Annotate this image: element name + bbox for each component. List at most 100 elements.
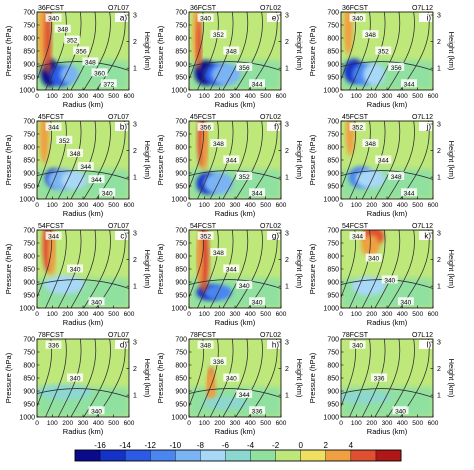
colorbar-frame [74, 449, 402, 462]
y-axis-title: Pressure (hPa) [156, 134, 165, 185]
contour-line [235, 121, 263, 199]
x-tick-label: 400 [93, 311, 104, 318]
contour-label: 340 [249, 297, 266, 306]
panel-field: 340 336 340 [341, 339, 433, 417]
colorbar-tick-label: -12 [144, 441, 156, 450]
contour-label-text: 336 [213, 359, 224, 366]
x-axis-title: Radius (km) [367, 427, 408, 436]
contour-label: 336 [45, 340, 62, 350]
field-blob [341, 391, 392, 404]
panel-experiment: O7L02 [260, 223, 281, 230]
y-tick-label: 1000 [171, 197, 187, 204]
x-tick-label: 100 [199, 93, 210, 100]
colorbar-swatch [150, 449, 176, 462]
colorbar-swatch [175, 449, 201, 462]
contour-line [70, 121, 97, 199]
height-tick-label: 2 [133, 366, 137, 373]
x-tick-label: 500 [108, 202, 119, 209]
contour-label-bg [236, 280, 253, 289]
y-tick-label: 900 [23, 389, 35, 396]
x-tick-label: 500 [412, 93, 423, 100]
x-tick-label: 0 [339, 311, 343, 318]
x-tick-label: 500 [260, 202, 271, 209]
contour-label: 344 [223, 264, 240, 274]
y-tick-label: 800 [175, 254, 187, 261]
panel-label-bg [267, 122, 280, 131]
y-tick-label: 900 [175, 280, 187, 287]
panel-label-text: i) [427, 14, 432, 23]
contour-label-bg [362, 30, 379, 39]
y-tick-label: 700 [23, 119, 35, 126]
y-axis-title: Pressure (hPa) [4, 25, 13, 76]
y-tick-label: 950 [175, 75, 187, 82]
x-tick-label: 200 [214, 420, 225, 427]
contour-label-bg [67, 148, 84, 157]
height-tick-label: 1 [133, 284, 137, 291]
x-tick-label: 100 [47, 93, 58, 100]
contour-label: 344 [401, 79, 418, 88]
panel-f: 356 348 344 352 344 45FCST O7L02 f) 700 750 800 850… [156, 114, 304, 218]
panel-experiment: O7L02 [260, 332, 281, 339]
panel-label: j) [419, 122, 432, 132]
y-tick-label: 900 [23, 62, 35, 69]
x-tick-label: 0 [35, 311, 39, 318]
panel-time: 54FCST [190, 223, 217, 230]
x-tick-label: 200 [366, 93, 377, 100]
contour-line [83, 121, 111, 199]
contour-label: 352 [210, 30, 227, 39]
panel-time: 45FCST [190, 114, 217, 121]
colorbar-tick-label: -2 [272, 441, 280, 450]
contour-line [70, 230, 97, 308]
panel-label: d) [115, 340, 128, 350]
contour-label: 344 [88, 175, 105, 184]
panel-label-text: j) [426, 123, 432, 132]
height-tick-label: 1 [133, 393, 137, 400]
panel-label-bg [419, 13, 432, 22]
height-axis-title: Height (km) [143, 141, 152, 180]
panel-experiment: O7L07 [108, 5, 129, 12]
height-tick-label: 1 [133, 175, 137, 182]
contour-label: 344 [401, 188, 418, 197]
y-tick-label: 950 [175, 402, 187, 409]
height-axis-title: Height (km) [295, 250, 304, 289]
contour-line [189, 61, 281, 71]
y-tick-label: 850 [327, 267, 339, 274]
contour-label: 344 [223, 155, 240, 165]
height-tick-label: 3 [133, 122, 137, 129]
contour-line [37, 388, 129, 398]
y-tick-label: 1000 [19, 415, 35, 422]
y-tick-label: 700 [175, 228, 187, 235]
x-tick-label: 300 [78, 311, 89, 318]
contour-label: 356 [388, 62, 405, 72]
panel-label-text: c) [120, 232, 127, 241]
contour-label: 348 [82, 57, 99, 66]
panel-time: 45FCST [38, 114, 65, 121]
y-tick-label: 1000 [323, 306, 339, 313]
y-tick-label: 750 [23, 23, 35, 30]
y-tick-label: 800 [175, 36, 187, 43]
y-tick-label: 950 [23, 184, 35, 191]
height-tick-label: 2 [133, 148, 137, 155]
contour-label: 344 [45, 122, 62, 132]
contour-label: 348 [362, 30, 379, 39]
field-blob [44, 12, 52, 75]
y-tick-label: 1000 [323, 415, 339, 422]
height-tick-label: 2 [133, 39, 137, 46]
y-tick-label: 750 [175, 350, 187, 357]
panel-label-text: d) [120, 341, 127, 350]
contour-label-bg [381, 275, 398, 284]
contour-label-text: 348 [57, 27, 68, 34]
y-tick-label: 850 [175, 158, 187, 165]
panel-l: 340 336 340 78FCST O7L12 l) 700 750 800 850 900 950… [308, 332, 456, 436]
y-tick-label: 750 [327, 350, 339, 357]
x-tick-label: 200 [214, 93, 225, 100]
panel-field: 340 348 352 356 344 [341, 12, 433, 90]
panel-experiment: O7L07 [108, 332, 129, 339]
y-tick-label: 950 [327, 75, 339, 82]
x-tick-label: 200 [214, 202, 225, 209]
y-axis-title: Pressure (hPa) [156, 243, 165, 294]
x-tick-label: 300 [382, 93, 393, 100]
contour-label-text: 356 [391, 65, 402, 72]
y-tick-label: 950 [23, 75, 35, 82]
contour-label-bg [197, 231, 214, 240]
